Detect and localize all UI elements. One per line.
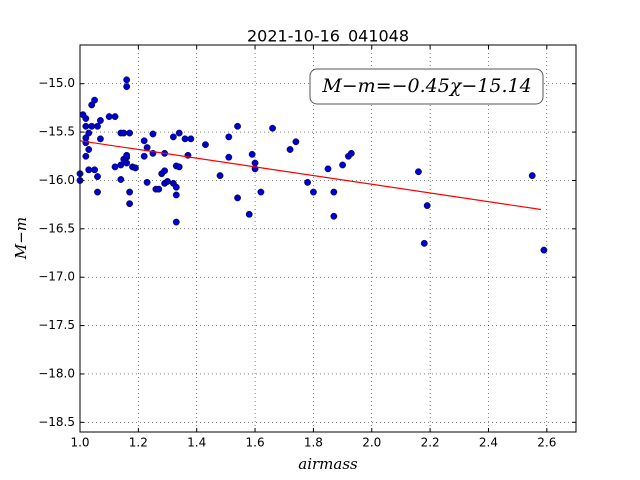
data-point [117,161,125,169]
data-point [105,113,113,120]
data-point [161,167,169,175]
chart-title: 2021-10-16_041048 [247,27,409,47]
data-point [225,133,233,141]
annotation-box [309,68,544,105]
x-tick-label: 1.6 [246,436,265,450]
data-point [149,130,157,138]
plot-area [80,45,576,432]
data-point [117,176,125,183]
data-point [126,188,134,196]
data-point [234,122,241,130]
data-point [94,173,101,180]
data-point [123,159,131,167]
x-tick-label: 1.0 [70,436,89,450]
data-point [82,115,90,122]
data-point [94,188,101,196]
y-tick-label: −17.0 [38,270,75,284]
data-point [324,165,332,173]
y-axis-label: M−m [12,217,30,260]
data-point [528,172,536,180]
data-point [164,178,171,185]
data-point [304,178,311,186]
data-point [172,191,180,199]
data-point [123,83,131,91]
data-point [251,159,259,167]
data-point [225,153,233,161]
data-point [85,129,93,137]
y-tick-label: −18.5 [38,415,75,429]
plot-frame [79,44,577,433]
x-tick-label: 2.2 [421,436,440,450]
data-point [310,188,317,196]
y-tick-label: −17.5 [38,318,75,332]
data-point [175,163,183,171]
data-point [339,161,346,169]
data-point [292,138,300,146]
data-point [85,166,93,174]
data-point [82,152,90,160]
data-point [423,202,431,210]
data-point [172,218,180,226]
data-point [143,144,151,151]
x-axis-label: airmass [298,455,358,473]
y-tick-label: −15.5 [38,125,75,139]
data-point [97,117,104,124]
data-point [94,122,101,130]
data-point [248,150,256,158]
data-point [123,151,131,159]
data-point [540,246,548,254]
data-point [126,200,134,208]
x-tick-label: 1.8 [304,436,323,450]
data-point [330,188,338,196]
data-point [91,166,98,174]
data-point [216,172,224,180]
data-point [82,122,90,130]
x-tick-label: 2.4 [479,436,498,450]
data-point [91,96,98,104]
data-point [111,163,119,171]
data-point [143,178,151,186]
fit-line [79,140,542,211]
x-tick-label: 1.2 [129,436,148,450]
data-point [257,188,265,196]
data-point [181,135,189,143]
data-point [347,149,355,157]
data-point [187,135,195,143]
data-point [202,141,209,149]
x-tick-label: 2.6 [537,436,556,450]
data-point [140,137,148,145]
y-tick-label: −15.0 [38,76,75,90]
data-point [330,212,338,220]
x-tick-label: 1.4 [187,436,206,450]
y-tick-label: −16.5 [38,221,75,235]
data-point [126,129,134,137]
data-point [111,113,119,120]
data-point [175,129,183,137]
data-point [245,210,253,218]
x-tick-label: 2.0 [362,436,381,450]
data-point [120,129,128,137]
data-point [286,146,294,153]
data-point [123,76,131,84]
annotation: M−m=−0.45χ−15.14 [321,75,531,97]
data-point [85,146,93,153]
data-point [140,152,148,160]
data-point [415,168,422,176]
data-point [169,133,177,141]
data-point [155,185,163,193]
data-point [172,183,180,191]
data-point [97,135,104,143]
data-point [132,164,139,172]
y-tick-label: −16.0 [38,173,75,187]
y-tick-label: −18.0 [38,366,75,380]
data-point [269,124,276,132]
data-point [82,139,90,147]
data-point [234,194,241,202]
data-point [88,122,96,130]
data-point [420,239,428,247]
